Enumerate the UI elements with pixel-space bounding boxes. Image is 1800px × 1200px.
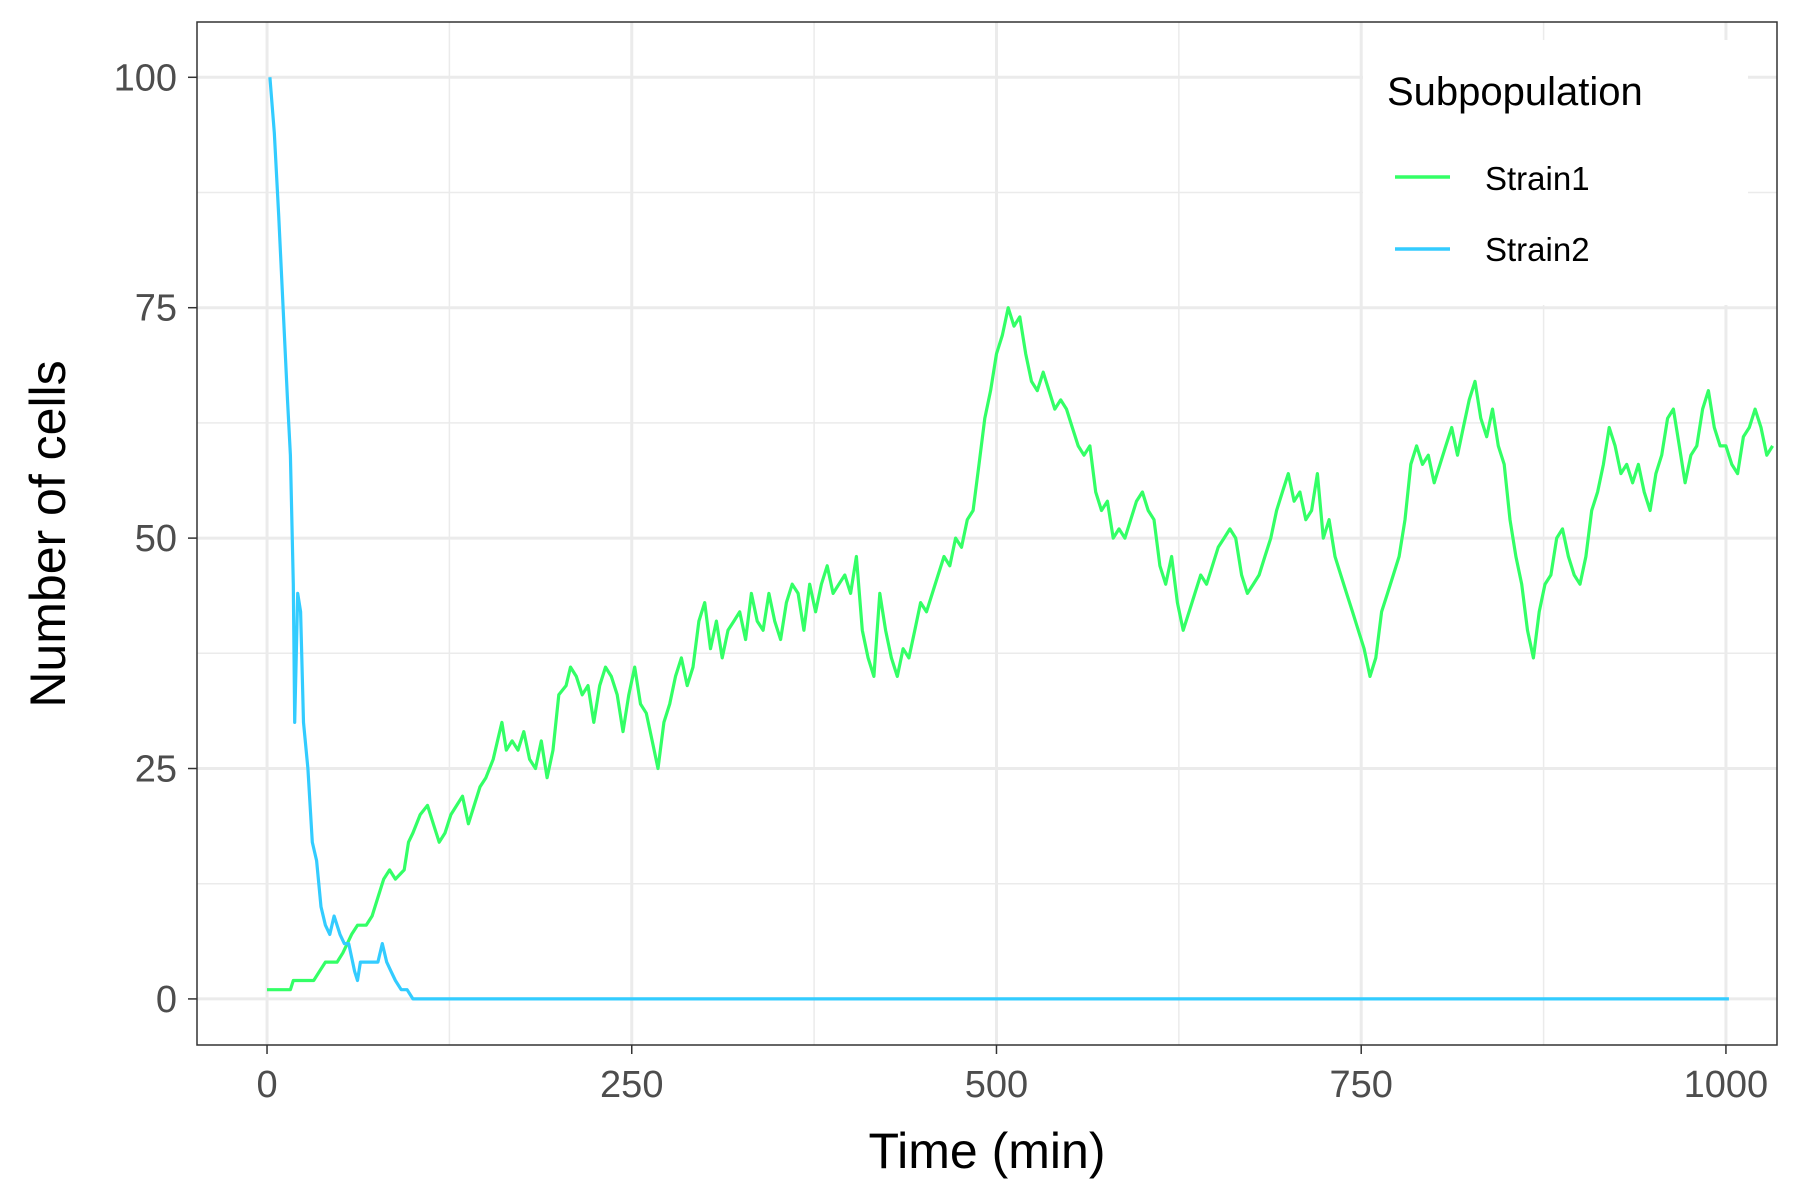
series-layer <box>267 77 1774 1001</box>
x-tick-label: 250 <box>600 1064 663 1106</box>
x-tick-label: 750 <box>1330 1064 1393 1106</box>
legend-label-strain2: Strain2 <box>1485 231 1590 268</box>
series-line-strain2 <box>268 77 1729 1001</box>
y-axis-title: Number of cells <box>20 360 76 707</box>
x-tick-label: 1000 <box>1684 1064 1769 1106</box>
legend-background <box>1363 40 1748 305</box>
x-tick-label: 0 <box>256 1064 277 1106</box>
y-tick-label: 25 <box>135 749 177 791</box>
x-axis-title: Time (min) <box>868 1123 1105 1179</box>
y-tick-label: 0 <box>156 979 177 1021</box>
legend-title: Subpopulation <box>1387 70 1643 114</box>
legend: Subpopulation Strain1 Strain2 <box>1363 40 1748 305</box>
x-tick-label: 500 <box>965 1064 1028 1106</box>
series-line-strain1 <box>267 306 1774 992</box>
y-axis-ticks: 0 25 50 75 100 <box>114 57 197 1021</box>
plot-panel-border <box>196 21 1778 1046</box>
legend-label-strain1: Strain1 <box>1485 160 1590 197</box>
y-tick-label: 100 <box>114 57 177 99</box>
x-axis-ticks: 0 250 500 750 1000 <box>256 1045 1768 1106</box>
y-tick-label: 50 <box>135 518 177 560</box>
y-tick-label: 75 <box>135 288 177 330</box>
